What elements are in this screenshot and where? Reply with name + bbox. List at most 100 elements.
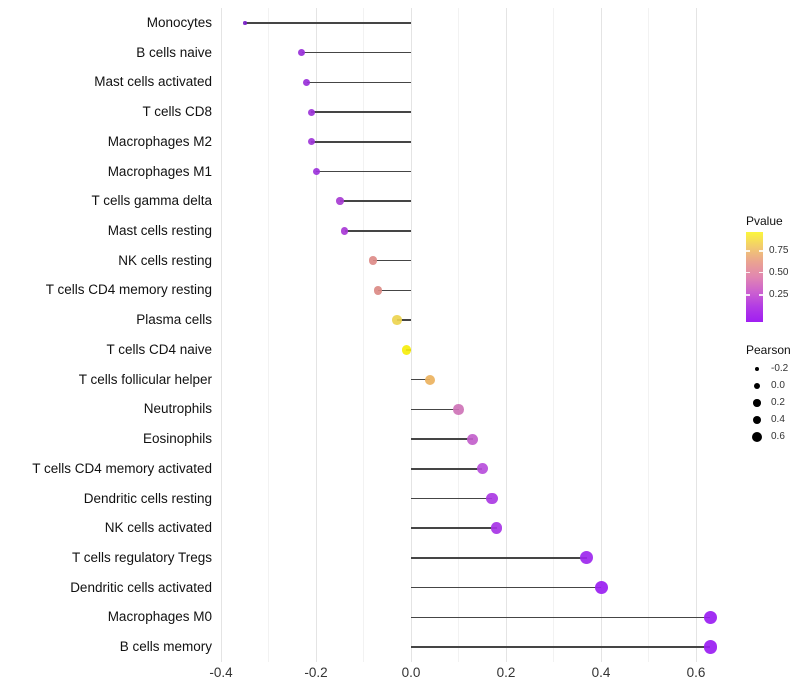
category-label: T cells regulatory Tregs [71, 549, 212, 565]
lollipop-dot [703, 610, 717, 625]
category-label: Mast cells activated [94, 74, 212, 90]
lollipop-dot [307, 138, 315, 146]
gridline-x [600, 8, 602, 662]
pearson-legend-dot [752, 415, 762, 425]
x-tick-label: 0.2 [496, 665, 516, 680]
lollipop-stick [316, 170, 411, 173]
gridline-x [695, 8, 697, 662]
pearson-legend-label: 0.6 [771, 431, 785, 442]
gridline-x [648, 8, 649, 662]
lollipop-stick [411, 438, 473, 440]
pearson-legend-dot [754, 366, 760, 372]
lollipop-stick [396, 319, 411, 321]
category-label: T cells CD4 memory activated [32, 460, 212, 476]
category-label: Macrophages M1 [107, 163, 212, 179]
lollipop-dot [467, 433, 479, 445]
category-label: T cells gamma delta [91, 193, 212, 209]
lollipop-stick [339, 200, 411, 202]
x-tick-label: -0.4 [209, 665, 233, 680]
category-label: T cells follicular helper [78, 371, 212, 387]
colorbar-tick-mark [746, 250, 750, 252]
category-label: T cells CD8 [142, 104, 212, 120]
colorbar-tick-mark [759, 250, 763, 252]
lollipop-dot [368, 256, 378, 265]
gridline-x [220, 8, 222, 662]
lollipop-stick [411, 378, 430, 381]
lollipop-dot [307, 108, 315, 116]
category-label: Dendritic cells resting [83, 490, 212, 506]
lollipop-dot [243, 21, 247, 25]
category-label: B cells memory [119, 639, 212, 655]
lollipop-stick [306, 81, 411, 84]
category-label: Eosinophils [142, 431, 212, 447]
lollipop-dot [425, 374, 435, 385]
lollipop-stick [373, 259, 411, 262]
lollipop-dot [486, 492, 498, 505]
lollipop-dot [453, 404, 464, 415]
lollipop-stick [377, 289, 411, 292]
pvalue-colorbar [746, 232, 763, 322]
lollipop-dot [373, 286, 382, 295]
lollipop-stick [301, 51, 411, 54]
category-label: NK cells resting [118, 252, 212, 268]
lollipop-stick [344, 230, 411, 232]
lollipop-dot [703, 640, 717, 654]
lollipop-stick [411, 586, 601, 589]
gridline-x [458, 8, 459, 662]
category-label: NK cells activated [104, 520, 212, 536]
lollipop-dot [580, 551, 594, 565]
gridline-x [268, 8, 269, 662]
lollipop-stick [411, 557, 587, 559]
colorbar-tick-mark [746, 294, 750, 296]
category-label: Macrophages M0 [107, 609, 212, 625]
gridline-x [315, 8, 317, 662]
lollipop-dot [340, 227, 349, 235]
gridline-x [553, 8, 554, 662]
lollipop-stick [411, 616, 711, 619]
category-label: T cells CD4 naive [106, 341, 212, 357]
lollipop-stick [311, 141, 411, 143]
pearson-legend-label: 0.2 [771, 397, 785, 408]
category-label: B cells naive [136, 44, 212, 60]
lollipop-dot [298, 49, 306, 57]
pearson-legend-dot [753, 399, 761, 407]
pvalue-legend-title: Pvalue [746, 214, 783, 228]
lollipop-dot [303, 78, 310, 86]
colorbar-tick-mark [759, 294, 763, 296]
colorbar-tick-label: 0.25 [769, 289, 789, 300]
pearson-legend-label: 0.4 [771, 414, 785, 425]
gridline-x [363, 8, 364, 662]
lollipop-stick [411, 646, 711, 648]
x-tick-label: 0.0 [401, 665, 421, 680]
gridline-x [410, 8, 412, 662]
pearson-legend-dot [754, 383, 760, 389]
lollipop-stick [411, 408, 459, 411]
lollipop-dot [401, 345, 411, 355]
colorbar-tick-mark [746, 271, 750, 274]
lollipop-dot [476, 463, 488, 475]
pearson-legend-title: Pearson [746, 343, 791, 357]
category-label: Mast cells resting [107, 222, 212, 238]
lollipop-stick [244, 22, 411, 24]
category-label: Neutrophils [143, 401, 212, 417]
lollipop-dot [312, 168, 320, 175]
lollipop-stick [411, 468, 483, 470]
x-tick-label: -0.2 [304, 665, 328, 680]
colorbar-tick-label: 0.75 [769, 244, 789, 256]
category-label: Macrophages M2 [107, 133, 212, 149]
colorbar-tick-mark [759, 271, 763, 274]
category-label: Monocytes [146, 14, 212, 30]
colorbar-tick-label: 0.50 [769, 266, 789, 278]
category-label: T cells CD4 memory resting [45, 282, 212, 298]
x-tick-label: 0.6 [686, 665, 706, 680]
lollipop-dot [392, 315, 402, 325]
category-label: Plasma cells [136, 312, 212, 328]
lollipop-dot [336, 197, 344, 205]
pearson-legend-dot [752, 432, 762, 442]
gridline-x [505, 8, 507, 662]
lollipop-dot [594, 581, 608, 595]
lollipop-stick [311, 111, 411, 113]
lollipop-dot [490, 522, 503, 534]
x-tick-label: 0.4 [591, 665, 611, 680]
